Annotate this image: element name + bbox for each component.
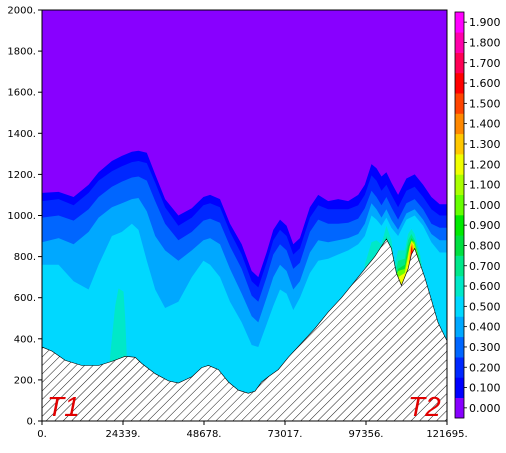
colorbar-swatch (455, 336, 464, 358)
x-tick-label: 48678. (187, 429, 222, 440)
colorbar-swatch (455, 357, 464, 378)
colorbar-swatch (455, 72, 464, 94)
colorbar-swatch (455, 316, 464, 338)
colorbar-label: 1.100 (469, 179, 501, 192)
colorbar-label: 0.100 (469, 382, 501, 395)
colorbar-label: 0.700 (469, 260, 501, 273)
colorbar-swatch (455, 52, 464, 74)
colorbar-label: 0.300 (469, 341, 501, 354)
colorbar-swatch (455, 255, 464, 277)
y-tick-label: 1800. (7, 47, 36, 58)
y-tick-label: 1400. (7, 129, 36, 140)
colorbar-swatch (455, 397, 464, 419)
colorbar-swatch (455, 215, 464, 236)
colorbar-label: 0.500 (469, 300, 501, 313)
colorbar-label: 1.200 (469, 158, 501, 171)
terrain-area (42, 238, 447, 421)
colorbar-swatch (455, 275, 464, 297)
y-tick-label: 1200. (7, 170, 36, 181)
colorbar-swatch (455, 12, 464, 33)
y-axis: 0. 200. 400. 600. 800. 1000. 1200. 1400. 1600. 18… (7, 6, 42, 428)
colorbar-label: 1.700 (469, 57, 501, 70)
x-tick-label: 0. (37, 429, 47, 440)
y-tick-label: 2000. (7, 6, 36, 17)
colorbar-label: 1.400 (469, 118, 501, 131)
y-tick-label: 800. (14, 252, 36, 263)
colorbar-swatch (455, 154, 464, 175)
x-tick-label: 73017. (268, 429, 303, 440)
colorbar-swatch (455, 377, 464, 398)
colorbar-frame (454, 11, 465, 419)
y-tick-label: 1000. (7, 211, 36, 222)
y-tick-label: 200. (14, 375, 36, 386)
colorbar-label: 1.500 (469, 97, 501, 110)
colorbar-label: 1.300 (469, 138, 501, 151)
y-tick-label: 0. (26, 417, 36, 428)
colorbar-swatch (455, 174, 464, 195)
corner-label-t1: T1 (47, 391, 80, 422)
x-tick-label: 97356. (349, 429, 384, 440)
colorbar-swatch (455, 194, 464, 216)
colorbar-label: 1.800 (469, 36, 501, 49)
colorbar-label: 0.600 (469, 280, 501, 293)
colorbar-swatch (455, 235, 464, 256)
colorbar-label: 0.200 (469, 361, 501, 374)
colorbar-label: 0.400 (469, 321, 501, 334)
y-tick-label: 600. (14, 293, 36, 304)
colorbar-label: 1.900 (469, 16, 501, 29)
x-axis: 0. 24339. 48678. 73017. 97356. 121695. (37, 421, 468, 440)
colorbar-swatch (455, 93, 464, 114)
terrain-polygon (42, 238, 447, 421)
colorbar-swatch (455, 133, 464, 155)
plot-frame (41, 9, 448, 422)
y-tick-label: 400. (14, 334, 36, 345)
colorbar-swatch (455, 113, 464, 135)
x-tick-label: 24339. (106, 429, 141, 440)
x-tick-label: 121695. (426, 429, 467, 440)
colorbar-label: 0.000 (469, 402, 501, 415)
y-tick-label: 1600. (7, 88, 36, 99)
colorbar: 0.000 0.100 0.200 0.300 0.400 0.500 0.600 0.700… (454, 11, 501, 419)
corner-label-t2: T2 (408, 391, 441, 422)
colorbar-label: 0.800 (469, 239, 501, 252)
colorbar-swatch (455, 32, 464, 53)
colorbar-label: 1.000 (469, 199, 501, 212)
colorbar-swatch (455, 296, 464, 317)
colorbar-label: 0.900 (469, 219, 501, 232)
colorbar-label: 1.600 (469, 77, 501, 90)
